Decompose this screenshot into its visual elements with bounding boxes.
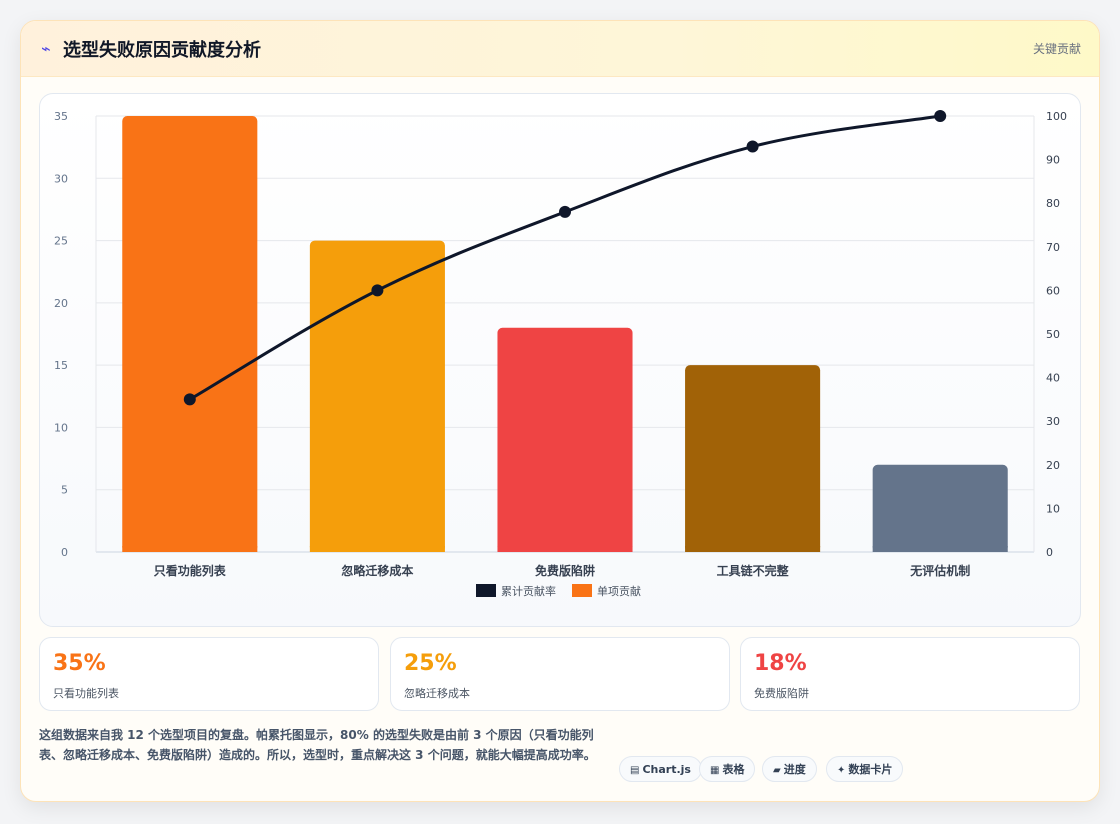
cumulative-point [746,140,759,153]
x-tick-label: 无评估机制 [909,563,970,578]
stat-value: 25% [404,651,457,676]
y-left-tick-label: 20 [54,297,68,310]
bar-base [685,546,821,552]
chip-table[interactable]: ▦ 表格 [699,756,756,782]
x-tick-label: 免费版陷阱 [535,563,595,578]
cumulative-point [183,393,196,406]
legend-swatch [476,584,496,597]
y-left-tick-label: 0 [61,546,68,559]
legend-label: 累计贡献率 [501,584,556,598]
chip-datacard[interactable]: ✦ 数据卡片 [826,756,904,782]
page-title: 选型失败原因贡献度分析 [63,40,261,61]
legend-label: 单项贡献 [597,584,641,598]
pareto-chart-panel: 0 5 10 15 20 25 30 35 0 10 20 30 40 50 60 70 80 90 100 只看功能… [39,93,1081,627]
y-left-tick-label: 35 [54,110,68,123]
chip-progress[interactable]: ▰ 进度 [762,756,817,782]
sparkle-icon: ✦ [837,765,846,776]
bar [497,327,633,552]
bolt-icon: ⌁ [41,39,51,58]
stat-value: 35% [53,651,106,676]
summary-note: 这组数据来自我 12 个选型项目的复盘。帕累托图显示，80% 的选型失败是由前 … [39,728,596,762]
chart-icon: ▤ [630,765,640,776]
legend-swatch [572,584,592,597]
stat-card-3: 18% 免费版陷阱 [740,637,1080,711]
progress-icon: ▰ [773,765,781,776]
bar-base [497,546,633,552]
cumulative-point [559,205,571,218]
y-right-tick-label: 70 [1046,241,1060,254]
y-right-tick-label: 10 [1046,502,1060,515]
y-left-tick-label: 15 [54,359,68,372]
cumulative-point [371,284,384,297]
x-tick-label: 工具链不完整 [717,563,789,578]
bar [685,365,821,552]
stat-label: 只看功能列表 [53,687,119,700]
header-tag: 关键贡献 [1032,42,1081,56]
chip-label: 表格 [722,763,745,776]
y-right-tick-label: 90 [1046,154,1060,167]
chip-label: 进度 [783,763,806,776]
table-icon: ▦ [710,765,720,776]
card-header: ⌁ 选型失败原因贡献度分析 关键贡献 [21,21,1099,77]
bar-base [872,546,1008,552]
chip-label: Chart.js [642,763,691,776]
x-tick-label: 只看功能列表 [154,563,227,578]
chip-chartjs[interactable]: ▤ Chart.js [619,756,702,782]
stat-card-1: 35% 只看功能列表 [39,637,379,711]
y-left-tick-label: 30 [54,172,68,185]
y-right-tick-label: 40 [1046,372,1060,385]
stat-label: 忽略迁移成本 [404,687,470,700]
y-right-tick-label: 0 [1046,546,1053,559]
bar [122,116,258,552]
chip-label: 数据卡片 [848,763,893,776]
y-right-tick-label: 20 [1046,459,1060,472]
y-left-tick-label: 10 [54,421,68,434]
stat-value: 18% [754,651,807,676]
y-left-tick-label: 5 [61,484,68,497]
y-right-tick-label: 80 [1046,197,1060,210]
stat-card-2: 25% 忽略迁移成本 [390,637,730,711]
y-right-tick-label: 60 [1046,284,1060,297]
bar-base [122,546,258,552]
y-right-tick-label: 50 [1046,328,1060,341]
y-left-tick-label: 25 [54,235,68,248]
cumulative-point [934,110,947,122]
stat-label: 免费版陷阱 [754,687,809,700]
bar [309,240,445,553]
bar [872,464,1008,552]
bar-base [309,546,445,552]
analysis-card: ⌁ 选型失败原因贡献度分析 关键贡献 0 5 10 15 20 25 30 35 0 10 20 30… [20,20,1100,802]
pareto-chart: 0 5 10 15 20 25 30 35 0 10 20 30 40 50 60 70 80 90 100 只看功能… [54,110,1067,598]
y-right-tick-label: 30 [1046,415,1060,428]
y-right-tick-label: 100 [1046,110,1067,123]
x-tick-label: 忽略迁移成本 [341,563,413,578]
